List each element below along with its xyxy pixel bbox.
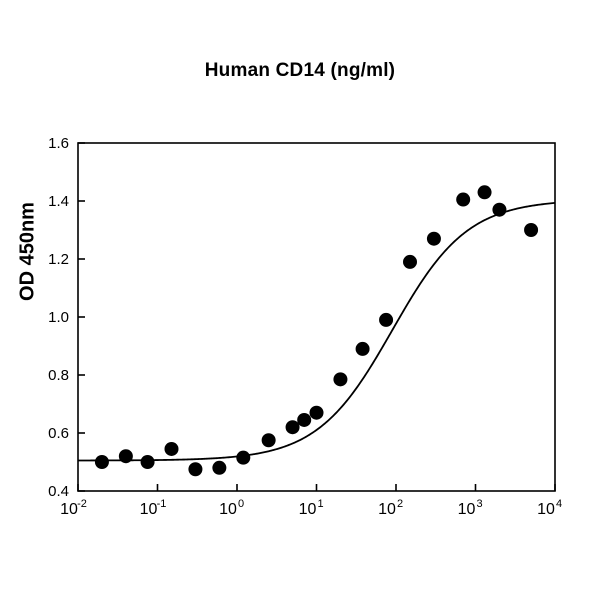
x-tick-label: 10 0 <box>219 498 244 518</box>
x-tick-base: 10 <box>537 501 555 518</box>
x-tick-exponent: 3 <box>476 498 482 510</box>
x-tick-label: 10 -1 <box>140 498 167 518</box>
y-tick-label: 0.8 <box>48 367 69 384</box>
y-tick-label: 1.0 <box>48 309 69 326</box>
data-point <box>236 450 251 465</box>
data-point <box>285 420 300 435</box>
fit-curve <box>78 202 556 462</box>
data-point <box>333 372 348 387</box>
y-tick-label: 1.2 <box>48 251 69 268</box>
y-tick-label: 1.4 <box>48 193 69 210</box>
data-point <box>477 185 492 200</box>
data-point <box>297 412 312 427</box>
data-point <box>492 202 507 217</box>
y-tick-label: 0.6 <box>48 425 69 442</box>
data-point <box>188 462 203 477</box>
data-point <box>212 460 227 475</box>
x-tick-base: 10 <box>299 501 317 518</box>
x-tick-base: 10 <box>219 501 237 518</box>
x-tick-exponent: -1 <box>157 498 167 510</box>
x-tick-exponent: -2 <box>77 498 87 510</box>
x-tick-exponent: 0 <box>238 498 244 510</box>
data-point <box>426 231 441 246</box>
x-tick-exponent: 1 <box>317 498 323 510</box>
x-tick-base: 10 <box>140 501 158 518</box>
x-tick-base: 10 <box>458 501 476 518</box>
x-tick-label: 10 4 <box>537 498 562 518</box>
x-tick-exponent: 2 <box>397 498 403 510</box>
data-point <box>379 312 394 327</box>
y-tick-label: 1.6 <box>48 135 69 152</box>
x-tick-label: 10 3 <box>458 498 483 518</box>
data-point <box>355 341 370 356</box>
data-point <box>309 405 324 420</box>
data-point <box>164 441 179 456</box>
data-point <box>524 223 539 237</box>
x-tick-base: 10 <box>60 501 78 518</box>
y-axis-title: OD 450nm <box>16 202 39 301</box>
data-point <box>140 455 155 469</box>
fit-curve-path <box>78 202 556 462</box>
x-tick-label: 10 2 <box>378 498 403 518</box>
x-tick-label: 10 1 <box>299 498 324 518</box>
data-point <box>94 455 109 469</box>
data-point <box>118 449 133 464</box>
data-points <box>94 185 539 477</box>
x-tick-base: 10 <box>378 501 396 518</box>
y-axis-ticks: 0.4 0.6 0.8 1.0 1.2 1.4 1.6 <box>48 135 85 500</box>
data-point <box>261 433 276 448</box>
x-axis-ticks: 10 -2 10 -1 10 0 10 1 10 2 10 3 10 4 <box>60 484 562 518</box>
page-title: Human CD14 (ng/ml) <box>204 60 396 81</box>
data-point <box>403 254 417 269</box>
x-tick-label: 10 -2 <box>60 498 87 518</box>
data-point <box>456 192 471 207</box>
y-tick-label: 0.4 <box>48 483 69 500</box>
x-tick-exponent: 4 <box>556 498 562 510</box>
